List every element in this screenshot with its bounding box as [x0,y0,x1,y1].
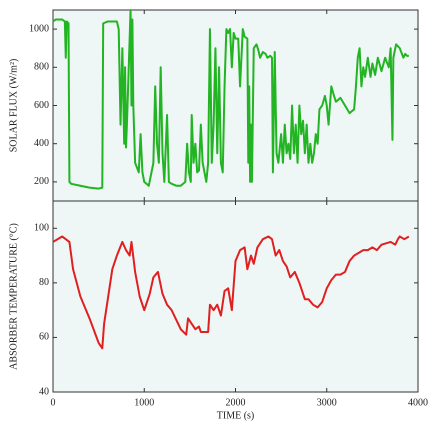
y-tick-label: 60 [39,332,49,343]
y-tick-label: 100 [34,223,49,234]
x-tick-label: 4000 [408,397,428,408]
x-tick-label: 3000 [317,397,337,408]
y-tick-label: 40 [39,386,49,397]
x-tick-label: 0 [51,397,56,408]
x-tick-label: 1000 [134,397,154,408]
y-axis-label: SOLAR FLUX (W/m²) [8,59,19,153]
y-tick-label: 400 [34,138,49,149]
plot-area [52,200,419,393]
y-tick-label: 800 [34,62,49,73]
x-axis-label: TIME (s) [217,410,255,421]
data-line [52,9,409,190]
data-line [52,235,410,350]
y-tick-label: 200 [34,176,49,187]
plot-area [52,9,419,202]
y-tick-label: 600 [34,100,49,111]
y-axis-label: ABSORBER TEMPERATURE (°C) [8,223,19,370]
y-tick-label: 1000 [29,23,49,34]
x-tick-label: 2000 [226,397,246,408]
y-tick-label: 80 [39,277,49,288]
